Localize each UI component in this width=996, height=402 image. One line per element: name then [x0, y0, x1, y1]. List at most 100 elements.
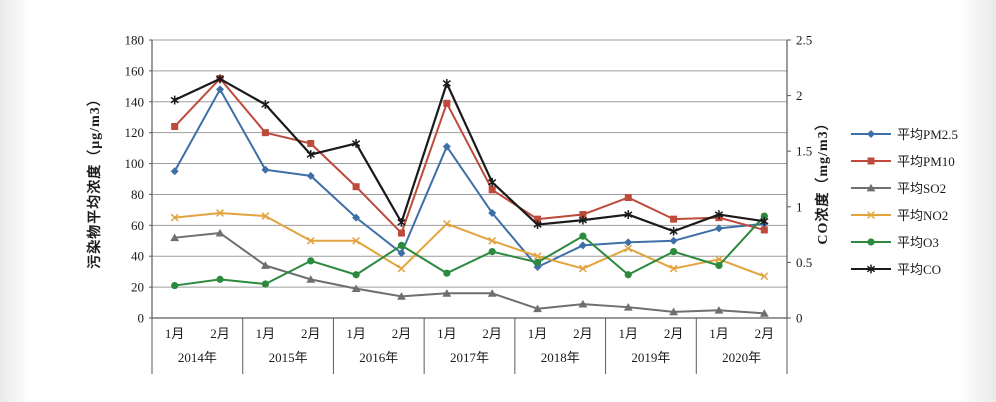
marker-diamond	[669, 236, 678, 245]
series-pm10	[171, 75, 768, 237]
left-axis-tick-label: 80	[131, 187, 144, 202]
marker-diamond	[306, 171, 315, 180]
marker-circle	[579, 232, 587, 240]
marker-square	[352, 183, 360, 191]
year-tick-label: 2020年	[722, 350, 761, 365]
left-axis-tick-label: 140	[125, 94, 145, 109]
series-no2	[170, 209, 769, 281]
left-axis-title: 污染物平均浓度（μg/m3）	[88, 91, 103, 269]
series-line-pm25	[173, 88, 765, 269]
marker-triangle	[623, 302, 633, 311]
marker-x	[170, 213, 179, 222]
marker-circle	[171, 281, 179, 290]
right-axis-tick-label: 1	[796, 199, 803, 214]
marker-triangle	[533, 304, 542, 313]
marker-square	[579, 211, 587, 219]
marker-asterisk	[306, 150, 315, 159]
marker-asterisk	[351, 139, 361, 148]
marker-circle	[443, 269, 451, 277]
marker-triangle	[442, 289, 452, 297]
marker-circle	[307, 257, 315, 265]
marker-x	[669, 264, 678, 273]
marker-triangle	[170, 233, 180, 242]
marker-x	[352, 236, 361, 245]
marker-square	[171, 122, 179, 130]
marker-square	[867, 157, 875, 164]
left-axis-tick-label: 20	[131, 280, 144, 295]
year-tick-label: 2016年	[359, 350, 398, 365]
month-tick-label: 2月	[392, 326, 412, 341]
marker-asterisk	[397, 217, 406, 227]
marker-circle	[670, 247, 678, 256]
right-axis-tick-label: 1.5	[796, 144, 812, 159]
marker-x	[442, 219, 451, 228]
year-tick-label: 2015年	[269, 350, 308, 365]
marker-asterisk	[866, 264, 876, 273]
marker-asterisk	[669, 226, 678, 236]
marker-square	[624, 194, 632, 202]
marker-x	[760, 272, 769, 281]
series-so2	[170, 228, 769, 317]
legend-label-no2: 平均NO2	[897, 208, 949, 223]
legend-marker-o3	[851, 237, 891, 246]
legend-item-so2: 平均SO2	[850, 174, 958, 201]
month-tick-label: 1月	[618, 326, 638, 341]
legend-item-no2: 平均NO2	[850, 201, 958, 228]
marker-asterisk	[488, 177, 497, 187]
marker-triangle	[306, 275, 316, 283]
right-axis-title: CO浓度（mg/m3）	[816, 115, 831, 245]
marker-x	[867, 210, 875, 219]
series-line-pm10	[173, 77, 765, 235]
right-axis-tick-label: 2	[796, 88, 803, 103]
legend-item-co: 平均CO	[850, 255, 958, 282]
year-tick-label: 2017年	[450, 350, 489, 365]
series-line-co	[174, 77, 765, 233]
legend-item-pm25: 平均PM2.5	[850, 120, 958, 147]
right-axis-tick-label: 0	[796, 311, 803, 326]
marker-square	[397, 229, 405, 237]
marker-triangle	[578, 299, 588, 308]
year-tick-label: 2019年	[631, 350, 670, 365]
marker-asterisk	[760, 216, 769, 226]
marker-circle	[261, 280, 269, 288]
marker-triangle	[351, 284, 361, 293]
marker-diamond	[442, 142, 451, 151]
marker-square	[760, 226, 768, 234]
left-axis-tick-label: 100	[125, 156, 145, 171]
year-tick-label: 2014年	[178, 350, 217, 365]
legend-label-co: 平均CO	[897, 262, 942, 277]
marker-triangle	[260, 261, 270, 269]
marker-circle	[352, 271, 360, 279]
month-tick-label: 1月	[165, 326, 185, 341]
marker-triangle	[487, 289, 497, 297]
marker-circle	[397, 241, 406, 250]
legend-marker-so2	[851, 183, 891, 191]
marker-diamond	[488, 208, 497, 217]
legend-marker-pm25	[851, 129, 891, 138]
series-co	[170, 74, 769, 236]
month-tick-label: 1月	[528, 326, 548, 341]
legend-label-o3: 平均O3	[897, 235, 939, 250]
marker-x	[624, 244, 633, 253]
month-tick-label: 2月	[210, 326, 230, 341]
marker-asterisk	[714, 210, 724, 219]
marker-square	[670, 215, 678, 223]
series-line-so2	[174, 232, 765, 315]
marker-x	[578, 264, 587, 273]
marker-triangle	[669, 307, 679, 316]
left-axis-tick-label: 40	[131, 249, 144, 264]
month-tick-label: 2月	[573, 326, 593, 341]
month-tick-label: 1月	[709, 326, 729, 341]
legend-marker-no2	[851, 210, 891, 219]
right-axis-tick-label: 0.5	[796, 255, 812, 270]
marker-circle	[760, 212, 768, 220]
chart-legend: 平均PM2.5 平均PM10 平均SO2 平均NO2 平均O3 平均CO	[850, 120, 958, 282]
marker-x	[261, 212, 270, 220]
month-tick-label: 1月	[437, 326, 457, 341]
legend-item-o3: 平均O3	[850, 228, 958, 255]
legend-marker-co	[851, 264, 891, 273]
marker-asterisk	[624, 210, 633, 219]
marker-asterisk	[533, 220, 542, 229]
month-tick-label: 2月	[755, 326, 775, 341]
